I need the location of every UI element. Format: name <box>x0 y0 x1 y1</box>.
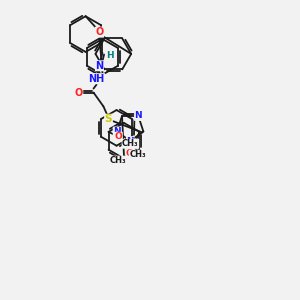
Text: O: O <box>115 132 122 141</box>
Text: CH₃: CH₃ <box>109 156 126 165</box>
Text: H: H <box>106 51 114 60</box>
Text: CH₃: CH₃ <box>122 139 139 148</box>
Text: O: O <box>130 139 138 148</box>
Text: S: S <box>105 114 112 124</box>
Text: NH: NH <box>88 74 105 84</box>
Text: O: O <box>95 27 104 37</box>
Text: N: N <box>113 127 121 136</box>
Text: O: O <box>74 88 83 98</box>
Text: O: O <box>126 149 134 158</box>
Text: N: N <box>134 112 142 121</box>
Text: CH₃: CH₃ <box>129 150 146 159</box>
Text: N: N <box>126 136 134 146</box>
Text: N: N <box>95 61 104 71</box>
